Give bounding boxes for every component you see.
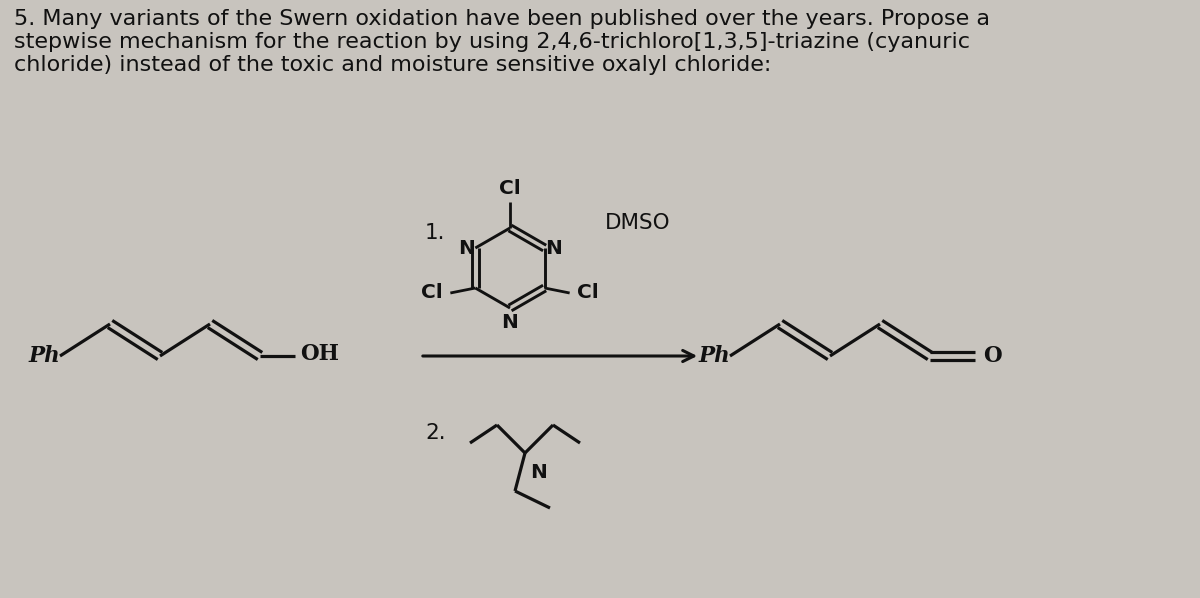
Text: Cl: Cl [499,178,521,197]
Text: 5. Many variants of the Swern oxidation have been published over the years. Prop: 5. Many variants of the Swern oxidation … [14,9,990,75]
Text: DMSO: DMSO [605,213,671,233]
Text: Cl: Cl [577,283,599,303]
Text: N: N [502,313,518,331]
Text: N: N [458,239,475,258]
Text: OH: OH [300,343,340,365]
Text: 1.: 1. [425,223,445,243]
Text: O: O [983,345,1002,367]
Text: Cl: Cl [421,283,443,303]
Text: N: N [545,239,562,258]
Text: Ph: Ph [29,345,60,367]
Text: Ph: Ph [698,345,730,367]
Text: N: N [530,463,547,482]
Text: 2.: 2. [425,423,445,443]
